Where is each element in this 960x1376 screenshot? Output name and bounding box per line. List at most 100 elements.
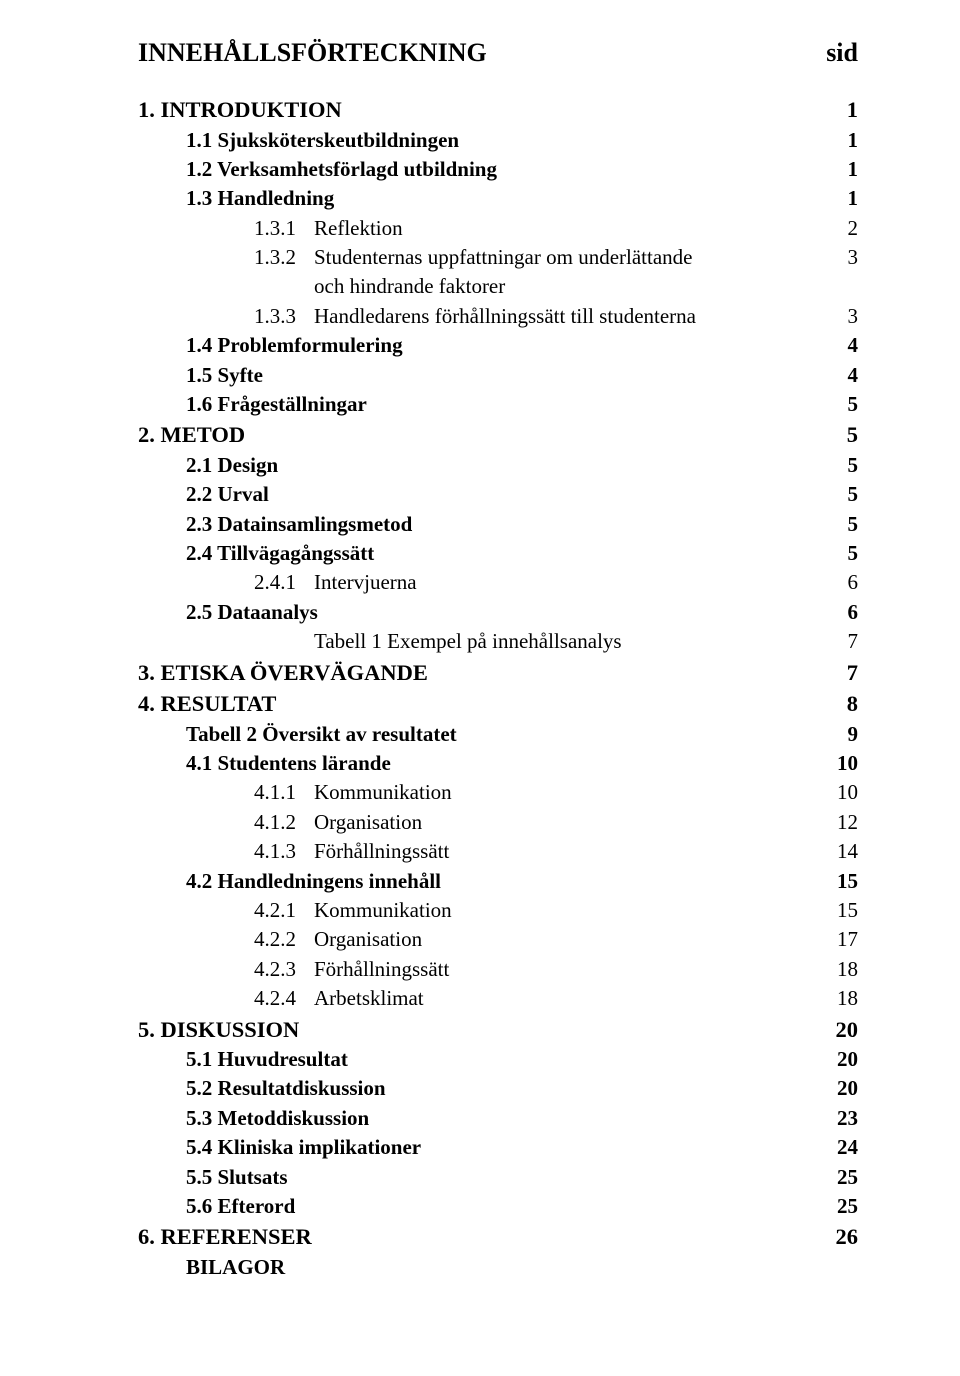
toc-entry-label: 2.4.1Intervjuerna — [254, 568, 818, 597]
toc-entry-continuation-text: och hindrande faktorer — [314, 272, 858, 301]
toc-entry-label: 1.2 Verksamhetsförlagd utbildning — [186, 155, 818, 184]
toc-entry: 2.1 Design5 — [138, 451, 858, 480]
toc-entry-page: 9 — [818, 720, 858, 749]
toc-entry-page: 6 — [818, 598, 858, 627]
toc-entry-label: 4. RESULTAT — [138, 688, 818, 720]
toc-entry-number: 4.2.2 — [254, 925, 314, 954]
toc-entry-page: 5 — [818, 510, 858, 539]
toc-body: 1. INTRODUKTION11.1 Sjuksköterskeutbildn… — [138, 94, 858, 1282]
toc-entry-label: 2.3 Datainsamlingsmetod — [186, 510, 818, 539]
toc-entry-number: 4.2.3 — [254, 955, 314, 984]
toc-entry-label: 4.1.2Organisation — [254, 808, 818, 837]
toc-entry: 4.2.2Organisation17 — [138, 925, 858, 954]
toc-entry-text: Intervjuerna — [314, 570, 417, 594]
toc-entry-label: 4.1.3Förhållningssätt — [254, 837, 818, 866]
toc-entry-text: Handledarens förhållningssätt till stude… — [314, 304, 696, 328]
toc-entry: 4.2.4Arbetsklimat18 — [138, 984, 858, 1013]
toc-entry-label: 5.2 Resultatdiskussion — [186, 1074, 818, 1103]
toc-entry-label: 4.2.2Organisation — [254, 925, 818, 954]
toc-entry-page: 15 — [818, 867, 858, 896]
toc-entry: 1.5 Syfte4 — [138, 361, 858, 390]
toc-entry-text: Organisation — [314, 810, 422, 834]
toc-entry-number: 4.1.2 — [254, 808, 314, 837]
toc-entry: Tabell 2 Översikt av resultatet9 — [138, 720, 858, 749]
toc-entry-number: 1.3.2 — [254, 243, 314, 272]
toc-entry-text: Arbetsklimat — [314, 986, 424, 1010]
toc-entry-page: 24 — [818, 1133, 858, 1162]
toc-entry-label: 2.1 Design — [186, 451, 818, 480]
toc-entry-label: 4.2.4Arbetsklimat — [254, 984, 818, 1013]
toc-entry-page: 20 — [818, 1074, 858, 1103]
toc-entry-continuation: och hindrande faktorer — [138, 272, 858, 301]
toc-entry-page: 4 — [818, 331, 858, 360]
toc-entry: 4.1 Studentens lärande10 — [138, 749, 858, 778]
toc-entry-text: Förhållningssätt — [314, 839, 449, 863]
toc-entry-page: 25 — [818, 1192, 858, 1221]
toc-entry-page: 1 — [818, 184, 858, 213]
toc-entry-page: 18 — [818, 955, 858, 984]
toc-entry-page: 3 — [818, 302, 858, 331]
toc-entry-label: Tabell 1 Exempel på innehållsanalys — [254, 627, 818, 656]
toc-entry-number: 2.4.1 — [254, 568, 314, 597]
toc-entry-page: 20 — [818, 1014, 858, 1046]
toc-entry-page: 2 — [818, 214, 858, 243]
toc-entry-text: Förhållningssätt — [314, 957, 449, 981]
toc-entry-page: 5 — [818, 539, 858, 568]
toc-entry-label: 2. METOD — [138, 419, 818, 451]
toc-entry: 5. DISKUSSION20 — [138, 1014, 858, 1046]
toc-entry: 2.5 Dataanalys6 — [138, 598, 858, 627]
toc-entry: 1. INTRODUKTION1 — [138, 94, 858, 126]
toc-entry: Tabell 1 Exempel på innehållsanalys7 — [138, 627, 858, 656]
toc-entry-label: 5.1 Huvudresultat — [186, 1045, 818, 1074]
toc-entry-label: 1.3.3Handledarens förhållningssätt till … — [254, 302, 818, 331]
toc-entry: 4.2 Handledningens innehåll15 — [138, 867, 858, 896]
toc-entry-number: 1.3.3 — [254, 302, 314, 331]
toc-entry-label: BILAGOR — [186, 1253, 818, 1282]
toc-entry: 4.1.2Organisation12 — [138, 808, 858, 837]
toc-entry-label: 3. ETISKA ÖVERVÄGANDE — [138, 657, 818, 689]
toc-entry-label: 1.3 Handledning — [186, 184, 818, 213]
toc-entry-text: Reflektion — [314, 216, 403, 240]
toc-title: INNEHÅLLSFÖRTECKNING — [138, 38, 487, 68]
toc-entry-page: 10 — [818, 749, 858, 778]
toc-entry: 2.4.1Intervjuerna6 — [138, 568, 858, 597]
toc-entry-label: 5.4 Kliniska implikationer — [186, 1133, 818, 1162]
toc-entry-page: 7 — [818, 627, 858, 656]
toc-entry-number: 1.3.1 — [254, 214, 314, 243]
toc-entry-page: 1 — [818, 155, 858, 184]
toc-entry-page: 1 — [818, 126, 858, 155]
toc-entry: 4.2.1Kommunikation15 — [138, 896, 858, 925]
toc-entry: 4. RESULTAT8 — [138, 688, 858, 720]
toc-entry: 2.4 Tillvägagångssätt5 — [138, 539, 858, 568]
toc-entry-page: 10 — [818, 778, 858, 807]
toc-entry-label: 1.3.1Reflektion — [254, 214, 818, 243]
toc-entry-label: 2.5 Dataanalys — [186, 598, 818, 627]
toc-entry-page: 4 — [818, 361, 858, 390]
toc-entry-label: 2.2 Urval — [186, 480, 818, 509]
toc-entry: 1.6 Frågeställningar5 — [138, 390, 858, 419]
toc-entry-label: 5.6 Efterord — [186, 1192, 818, 1221]
toc-entry-page: 5 — [818, 390, 858, 419]
toc-entry: 5.4 Kliniska implikationer24 — [138, 1133, 858, 1162]
toc-header: INNEHÅLLSFÖRTECKNING sid — [138, 38, 858, 68]
toc-entry: 2. METOD5 — [138, 419, 858, 451]
toc-entry: 1.1 Sjuksköterskeutbildningen1 — [138, 126, 858, 155]
toc-entry-page: 8 — [818, 688, 858, 720]
toc-entry-page: 12 — [818, 808, 858, 837]
toc-entry: 6. REFERENSER26 — [138, 1221, 858, 1253]
toc-entry-number: 4.1.1 — [254, 778, 314, 807]
toc-entry: 5.5 Slutsats25 — [138, 1163, 858, 1192]
toc-entry: 3. ETISKA ÖVERVÄGANDE7 — [138, 657, 858, 689]
toc-entry-page: 14 — [818, 837, 858, 866]
toc-entry-page: 17 — [818, 925, 858, 954]
toc-entry-text: Studenternas uppfattningar om underlätta… — [314, 245, 692, 269]
toc-entry-label: 4.1.1Kommunikation — [254, 778, 818, 807]
toc-entry-text: Organisation — [314, 927, 422, 951]
toc-entry-label: 1.5 Syfte — [186, 361, 818, 390]
toc-entry-page: 5 — [818, 451, 858, 480]
toc-entry-label: 1.4 Problemformulering — [186, 331, 818, 360]
toc-entry: 1.3.1Reflektion2 — [138, 214, 858, 243]
toc-entry-page: 20 — [818, 1045, 858, 1074]
toc-entry: 2.2 Urval5 — [138, 480, 858, 509]
toc-entry: 2.3 Datainsamlingsmetod5 — [138, 510, 858, 539]
